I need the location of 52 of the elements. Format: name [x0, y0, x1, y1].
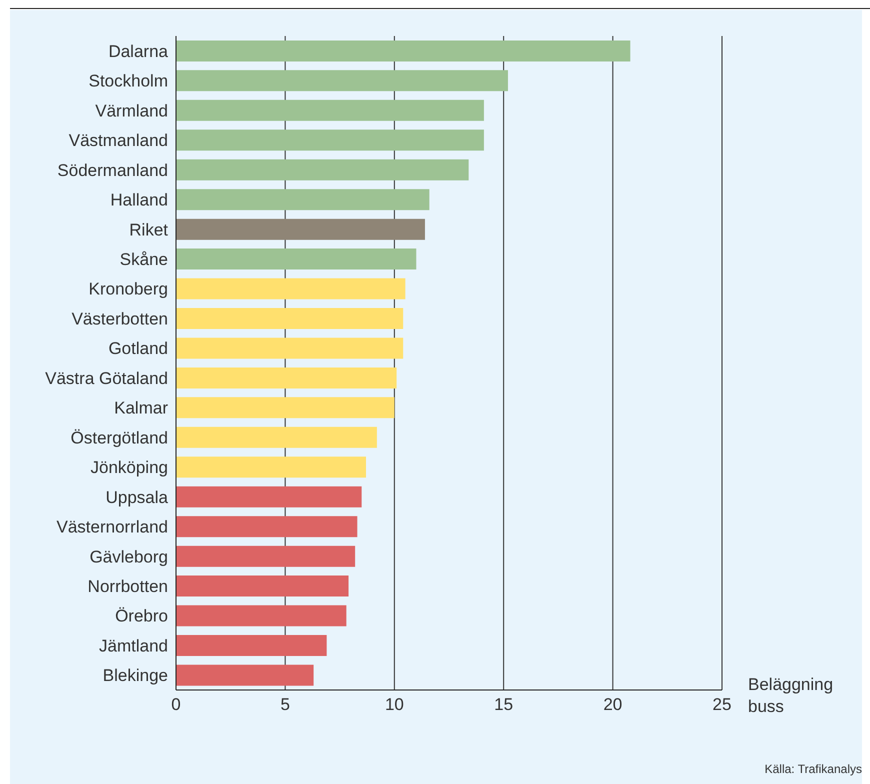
y-tick-label: Västra Götaland: [45, 368, 168, 388]
y-tick-label: Jämtland: [99, 636, 168, 656]
bar: [176, 397, 394, 418]
bar: [176, 426, 377, 448]
bar: [176, 308, 404, 330]
bar: [176, 605, 346, 626]
y-tick-label: Värmland: [95, 101, 168, 120]
y-tick-label: Blekinge: [102, 666, 168, 686]
y-tick-label: Örebro: [115, 606, 168, 626]
x-tick-label: 20: [603, 695, 622, 714]
x-axis-title: Beläggning buss: [748, 674, 834, 718]
y-tick-label: Skåne: [120, 250, 168, 269]
bar: [176, 100, 484, 121]
y-tick-label: Jönköping: [90, 458, 168, 478]
x-tick-label: 0: [171, 695, 181, 714]
y-tick-label: Riket: [129, 220, 168, 240]
y-tick-label: Stockholm: [88, 72, 168, 91]
bar: [176, 159, 469, 180]
bar: [176, 130, 484, 151]
y-tick-label: Halland: [110, 190, 168, 210]
y-tick-label: Norrbotten: [88, 576, 168, 596]
bar: [176, 576, 349, 597]
y-tick-label: Västerbotten: [72, 309, 168, 328]
x-tick-label: 10: [384, 695, 404, 714]
x-tick-label: 25: [712, 695, 732, 714]
bar: [176, 278, 406, 300]
y-tick-label: Västmanland: [68, 131, 168, 150]
y-tick-label: Gotland: [108, 339, 168, 358]
bar: [176, 40, 630, 62]
bar: [176, 664, 314, 686]
y-tick-label: Kalmar: [114, 398, 168, 418]
bar: [176, 516, 358, 538]
y-tick-label: Östergötland: [70, 428, 168, 448]
x-tick-label: 15: [494, 695, 514, 714]
bar: [176, 338, 404, 359]
y-tick-label: Dalarna: [108, 42, 169, 61]
y-tick-label: Uppsala: [106, 488, 169, 507]
y-tick-label: Kronoberg: [88, 280, 168, 299]
y-tick-label: Södermanland: [57, 160, 168, 180]
text: Källa: Trafikanalys: [764, 762, 862, 776]
bar: [176, 248, 416, 270]
bar: [176, 218, 425, 240]
y-tick-label: Västernorrland: [56, 518, 168, 537]
bar: [176, 456, 366, 478]
bar: [176, 486, 362, 508]
bar: [176, 70, 508, 92]
bar: [176, 635, 327, 656]
bar: [176, 546, 356, 567]
x-tick-label: 5: [280, 695, 290, 714]
bar: [176, 367, 397, 388]
y-tick-label: Gävleborg: [90, 547, 168, 566]
bar: [176, 189, 430, 210]
